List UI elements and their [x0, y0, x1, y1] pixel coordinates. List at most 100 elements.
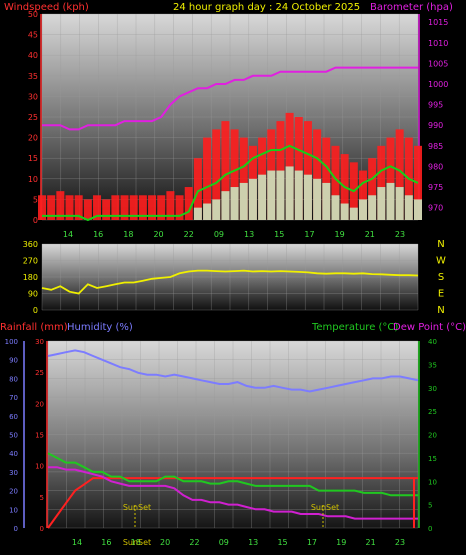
rainfall-series	[47, 477, 418, 529]
wind-series	[38, 66, 422, 222]
windspeed-series-bar	[184, 187, 193, 220]
windspeed-series-bar	[47, 195, 56, 220]
windspeed-series-bar	[93, 195, 102, 220]
wind-average-series	[42, 144, 419, 222]
humidity-y-tick-label: 60	[9, 413, 18, 421]
rainfall-axis-label: Rainfall (mm)	[0, 322, 68, 333]
gust-series-bar	[395, 187, 404, 220]
temperature-y-tick-label: 30	[428, 385, 437, 393]
wind-y-tick-label: 15	[28, 154, 38, 163]
gust-series-bar	[322, 182, 331, 220]
climate-series	[47, 349, 419, 529]
gust-series-bar	[349, 207, 358, 220]
windspeed-series-bar	[331, 145, 340, 220]
windspeed-series-bar	[120, 195, 129, 220]
temperature-series	[47, 452, 418, 497]
wind-x-tick-label: 19	[335, 230, 345, 239]
wind-x-axis: 14 16 18 20 22 09 13 15 17 19 21 23	[63, 230, 405, 239]
barometer-series	[42, 66, 418, 131]
dewpoint-axis-label: Dew Point (°C)	[393, 322, 466, 333]
barometer-y-tick-label: 1005	[428, 59, 448, 68]
temperature-y-tick-label: 15	[428, 455, 437, 463]
windspeed-series-bar	[212, 129, 221, 220]
wind-x-tick-label: 15	[274, 230, 284, 239]
direction-y-tick-label: 360	[23, 240, 38, 249]
wind-x-tick-label: 23	[395, 230, 405, 239]
rain-y-tick-label: 5	[40, 494, 44, 502]
gust-series-bar	[368, 195, 377, 220]
gust-series-bar	[313, 178, 322, 220]
wind-y-tick-label: 35	[28, 72, 38, 81]
wind-x-tick-label: 14	[63, 230, 73, 239]
climate-x-tick-label: 14	[72, 538, 82, 547]
gust-series-bar	[248, 178, 257, 220]
climate-x-tick-label: 17	[307, 538, 317, 547]
wind-x-tick-label: 20	[153, 230, 163, 239]
humidity-y-tick-label: 20	[9, 488, 18, 496]
climate-x-tick-label: 18	[131, 538, 141, 547]
wind-x-tick-label: 09	[214, 230, 224, 239]
windspeed-series-bar	[83, 199, 92, 220]
gust-series-bar	[212, 199, 221, 220]
wind-x-tick-label: 18	[123, 230, 133, 239]
compass-label: N	[437, 305, 444, 316]
gust-series-bar	[303, 174, 312, 220]
temperature-y-tick-label: 35	[428, 361, 437, 369]
windspeed-series-bar	[322, 137, 331, 220]
wind-y-tick-label: 10	[28, 175, 38, 184]
windspeed-series-bar	[138, 195, 147, 220]
windspeed-series-bar	[239, 137, 248, 220]
wind-x-tick-label: 21	[365, 230, 375, 239]
wind-y-axis-right: 970 975 980 985 990 995 1000 1005 1010 1015	[418, 14, 448, 220]
windspeed-axis-label: Windspeed (kph)	[4, 2, 89, 13]
windspeed-series-bar	[157, 195, 166, 220]
windspeed-series-bar	[395, 129, 404, 220]
gust-series-bar	[193, 207, 202, 220]
gust-series-bar	[414, 199, 422, 220]
gust-series-bar	[203, 203, 212, 220]
barometer-y-tick-label: 990	[428, 121, 443, 130]
windspeed-series-bar	[111, 195, 120, 220]
humidity-y-tick-label: 10	[9, 506, 18, 514]
wind-y-axis-left: 0 5 10 15 20 25 30 35 40 45 50	[28, 10, 42, 225]
direction-y-axis: 0 90 180 270 360	[23, 240, 38, 315]
windspeed-series-bar	[175, 195, 184, 220]
compass-label: W	[436, 256, 446, 267]
wind-x-tick-label: 13	[244, 230, 254, 239]
windspeed-series-bar	[377, 145, 386, 220]
windspeed-series-bar	[166, 191, 175, 220]
barometer-y-tick-label: 985	[428, 142, 443, 151]
gust-series-bar	[258, 174, 267, 220]
windspeed-series-bar	[203, 137, 212, 220]
gust-series-bar	[221, 191, 230, 220]
sunset-annotations: SunSet SunSet	[123, 503, 339, 528]
climate-x-tick-label: 19	[336, 538, 346, 547]
windspeed-series-bar	[313, 129, 322, 220]
windspeed-series-bar	[358, 170, 367, 220]
temperature-y-tick-label: 10	[428, 478, 437, 486]
climate-x-tick-label: 15	[277, 538, 287, 547]
climate-x-tick-label: 13	[248, 538, 258, 547]
climate-x-tick-label: 23	[395, 538, 405, 547]
gust-series-bar	[276, 170, 285, 220]
rain-y-tick-label: 25	[35, 369, 44, 377]
rain-y-tick-label: 15	[35, 432, 44, 440]
compass-label: S	[438, 272, 444, 283]
climate-x-tick-label: 09	[219, 538, 229, 547]
gust-series-bar	[230, 187, 239, 220]
temperature-axis-label: Temperature (°C)	[311, 322, 398, 333]
wind-y-tick-label: 0	[33, 216, 38, 225]
wind-y-tick-label: 25	[28, 113, 38, 122]
direction-series	[41, 269, 419, 295]
windspeed-series-bar	[303, 121, 312, 220]
temperature-y-tick-label: 25	[428, 408, 437, 416]
wind-y-tick-label: 30	[28, 92, 38, 101]
windspeed-series-bar	[386, 137, 395, 220]
direction-y-tick-label: 0	[33, 306, 38, 315]
humidity-y-tick-label: 50	[9, 432, 18, 440]
gust-series-bar	[285, 166, 294, 220]
humidity-series	[47, 349, 419, 393]
barometer-y-tick-label: 980	[428, 162, 443, 171]
gust-series-bar	[358, 199, 367, 220]
gust-series-bar	[331, 195, 340, 220]
